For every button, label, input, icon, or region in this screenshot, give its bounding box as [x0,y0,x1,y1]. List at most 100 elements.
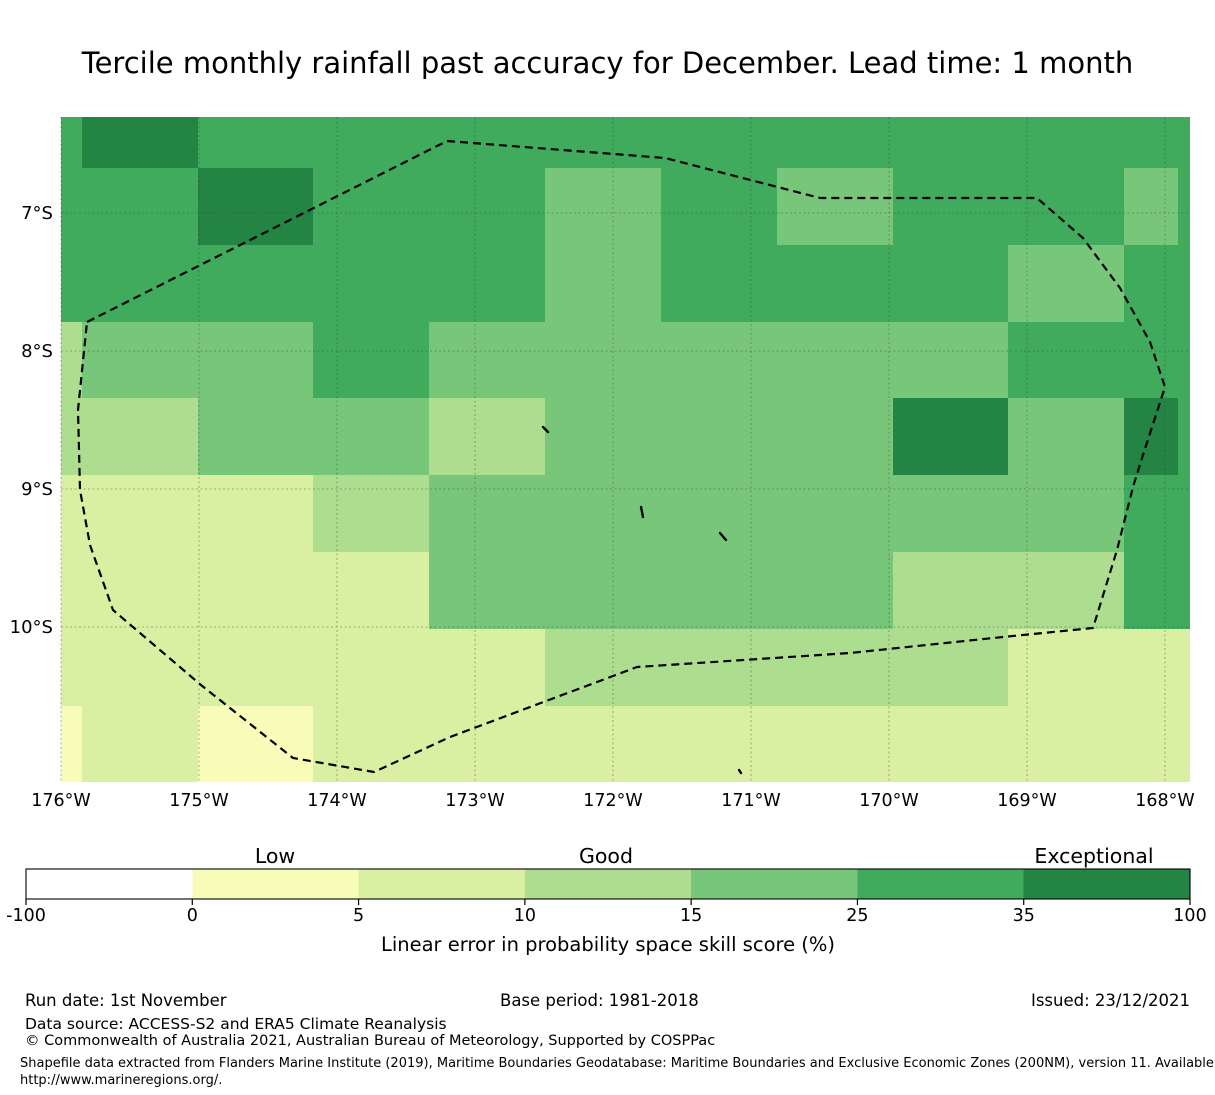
heatmap-cell [82,168,198,245]
heatmap-cell [313,398,429,475]
heatmap-cell [1008,117,1124,168]
heatmap-cell [777,117,893,168]
heatmap-cell [777,168,893,245]
heatmap-cell [429,322,545,398]
colorbar-zone-label: Good [579,844,633,868]
heatmap-cell [893,322,1008,398]
heatmap-cell [1008,322,1124,398]
heatmap-cell [313,629,429,706]
colorbar-zone-label: Low [255,844,295,868]
heatmap-cell [1178,322,1190,398]
heatmap-cell [198,168,313,245]
colorbar-tick-label: 15 [680,906,702,926]
heatmap-cell [893,398,1008,475]
island-mark [718,531,728,542]
islands [541,425,743,775]
heatmap-cell [82,552,198,629]
heatmap-cell [661,552,777,629]
heatmap-cell [893,706,1008,782]
heatmap-cell [82,706,198,782]
heatmap-cell [1124,629,1178,706]
x-tick-label: 174°W [307,791,366,811]
heatmap-cell [545,706,661,782]
colorbar-segment [26,869,193,899]
heatmap-cell [1124,168,1178,245]
heatmap-cell [777,322,893,398]
heatmap-cell [661,629,777,706]
colorbar-segment [524,869,692,899]
heatmap-cell [1008,475,1124,552]
x-tick-label: 168°W [1135,791,1194,811]
heatmap-cell [777,398,893,475]
heatmap-cell [545,168,661,245]
heatmap-cell [1124,475,1178,552]
x-axis-ticks: 176°W 175°W 174°W 173°W 172°W 171°W 170°W 169°W… [31,791,1194,811]
page-title: Tercile monthly rainfall past accuracy f… [81,46,1134,80]
heatmap-cell [1124,117,1178,168]
heatmap-cell [893,552,1008,629]
run-date-label: Run date: 1st November [25,991,227,1010]
colorbar-segment [358,869,526,899]
heatmap-cell [545,117,661,168]
y-axis-ticks: 7°S 8°S 9°S 10°S [10,203,53,638]
heatmap-cell [198,475,313,552]
x-tick-label: 169°W [997,791,1056,811]
x-tick-label: 175°W [169,791,228,811]
heatmap-cell [429,629,545,706]
heatmap-cell [1008,629,1124,706]
y-tick-label: 7°S [21,203,53,224]
graticule [60,117,1190,782]
x-tick-label: 176°W [31,791,90,811]
heatmap-cell [313,168,429,245]
y-tick-label: 10°S [10,617,53,638]
heatmap-cell [82,117,198,168]
heatmap-cell [1124,706,1178,782]
heatmap-cell [545,322,661,398]
colorbar-segment [192,869,360,899]
x-tick-label: 171°W [721,791,780,811]
heatmap-cell [82,629,198,706]
colorbar-outline [25,868,1191,900]
colorbar-tick-label: 10 [514,906,536,926]
heatmap-cell [1124,552,1178,629]
heatmap-cell [61,629,82,706]
heatmap-cell [61,322,82,398]
colorbar: -100 0 5 10 15 25 35 100 Low Good Exceptional [6,844,1207,926]
heatmap-cell [61,168,82,245]
colorbar-tick-label: 0 [187,906,198,926]
heatmap-cell [429,245,545,322]
heatmap-cell [777,706,893,782]
heatmap-cell [82,398,198,475]
heatmap-cell [61,475,82,552]
heatmap-cell [429,168,545,245]
colorbar-tick-label: 100 [1173,906,1206,926]
heatmap-cell [1178,706,1190,782]
heatmap-cell [198,706,313,782]
heatmap-cell [82,475,198,552]
island-mark [639,505,645,519]
heatmap-cell [545,398,661,475]
heatmap-cell [198,117,313,168]
heatmap-cell [661,706,777,782]
y-tick-label: 9°S [21,479,53,500]
heatmap-cell [1008,706,1124,782]
heatmap-cell [777,552,893,629]
heatmap-cell [661,168,777,245]
heatmap-cell [429,552,545,629]
heatmap-cell [198,552,313,629]
heatmap-cell [1178,168,1190,245]
heatmap-cell [777,629,893,706]
heatmap-cell [1008,245,1124,322]
heatmap-cell [198,245,313,322]
heatmap-cell [1178,552,1190,629]
heatmap-cell [198,398,313,475]
heatmap-cell [313,245,429,322]
heatmap-cell [313,475,429,552]
heatmap-cell [1178,398,1190,475]
colorbar-segment [691,869,858,899]
colorbar-axis-label: Linear error in probability space skill … [381,933,835,956]
x-tick-label: 170°W [859,791,918,811]
heatmap-cell [545,475,661,552]
heatmap-cell [893,168,1008,245]
